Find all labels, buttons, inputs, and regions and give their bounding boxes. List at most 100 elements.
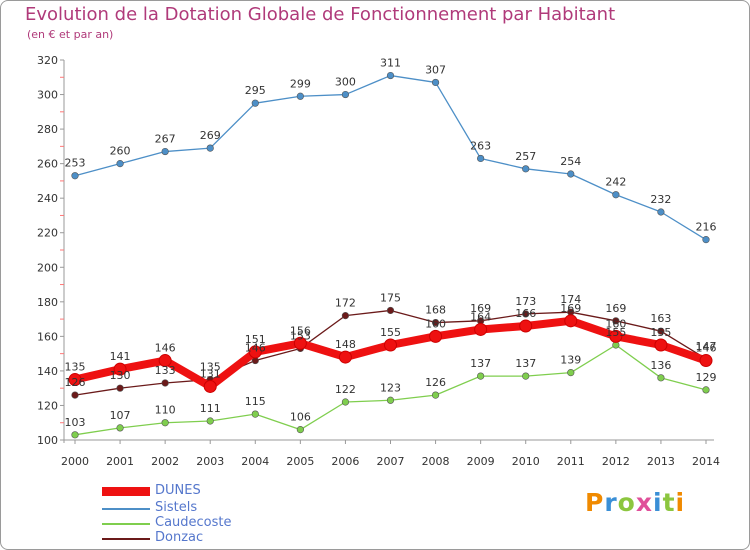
legend-label: Sistels: [155, 500, 198, 515]
x-tick-label: 2012: [602, 455, 630, 468]
data-point-dunes: [519, 319, 533, 333]
data-label-donzac: 168: [425, 304, 446, 317]
data-point-donzac: [657, 327, 665, 335]
data-label-caudecoste: 106: [290, 411, 311, 424]
logo-letter: P: [585, 488, 605, 517]
data-label-dunes: 156: [290, 324, 311, 337]
data-point-sistels: [206, 144, 214, 152]
data-point-sistels: [71, 172, 79, 180]
series-line-sistels: [74, 74, 707, 241]
data-label-donzac: 163: [650, 312, 671, 325]
data-label-sistels: 300: [335, 76, 356, 89]
data-label-donzac: 147: [696, 340, 717, 353]
data-point-donzac: [612, 317, 620, 325]
data-label-dunes: 160: [425, 317, 446, 330]
x-tick-label: 2005: [286, 455, 314, 468]
data-point-sistels: [386, 71, 395, 80]
legend-label: Donzac: [155, 530, 204, 545]
data-label-sistels: 263: [470, 139, 491, 152]
data-point-donzac: [341, 312, 350, 320]
legend-swatch: [102, 538, 150, 540]
x-tick-label: 2014: [692, 455, 720, 468]
data-label-donzac: 169: [605, 302, 626, 315]
logo-letter: r: [604, 488, 618, 517]
data-label-donzac: 173: [515, 295, 536, 308]
y-tick-label: 240: [37, 192, 58, 205]
data-label-sistels: 260: [110, 145, 131, 158]
x-tick-label: 2009: [467, 455, 495, 468]
x-tick-label: 2011: [557, 455, 585, 468]
data-point-donzac: [71, 391, 79, 399]
y-tick-label: 320: [37, 54, 58, 67]
data-point-dunes: [699, 354, 713, 368]
data-label-sistels: 311: [380, 57, 401, 70]
x-tick-label: 2003: [196, 455, 224, 468]
data-label-sistels: 299: [290, 77, 311, 90]
data-point-dunes: [113, 362, 127, 376]
data-label-dunes: 131: [200, 367, 221, 380]
data-label-caudecoste: 115: [245, 395, 266, 408]
y-tick-label: 220: [37, 227, 58, 240]
data-point-caudecoste: [296, 426, 304, 434]
data-point-dunes: [384, 338, 397, 352]
data-point-caudecoste: [657, 374, 665, 382]
data-label-sistels: 254: [560, 155, 581, 168]
data-point-dunes: [429, 329, 443, 343]
data-point-caudecoste: [477, 372, 485, 380]
x-tick-label: 2006: [331, 455, 359, 468]
data-point-caudecoste: [206, 417, 214, 425]
x-tick-label: 2008: [422, 455, 450, 468]
data-label-sistels: 307: [425, 63, 446, 76]
logo-letter: i: [653, 488, 663, 517]
y-tick-label: 260: [37, 158, 58, 171]
data-label-donzac: 172: [335, 297, 356, 310]
x-tick-label: 2002: [151, 455, 179, 468]
data-label-caudecoste: 103: [65, 416, 86, 429]
data-point-dunes: [68, 373, 82, 387]
data-label-donzac: 175: [380, 291, 401, 304]
data-point-sistels: [296, 92, 304, 100]
logo-letter: o: [617, 488, 636, 517]
x-tick-label: 2001: [106, 455, 134, 468]
data-label-sistels: 267: [155, 133, 176, 146]
data-point-dunes: [338, 350, 352, 364]
data-point-sistels: [522, 165, 530, 173]
data-point-sistels: [431, 78, 440, 87]
data-label-caudecoste: 137: [515, 357, 536, 370]
data-point-caudecoste: [341, 398, 350, 406]
data-label-dunes: 155: [650, 326, 671, 339]
y-tick-label: 200: [37, 261, 58, 274]
chart-subtitle: (en € et par an): [27, 28, 114, 41]
data-label-dunes: 141: [110, 350, 131, 363]
data-label-donzac: 126: [65, 376, 86, 389]
data-label-caudecoste: 136: [650, 359, 671, 372]
logo-letter: i: [675, 488, 686, 517]
data-label-donzac: 174: [560, 293, 581, 306]
data-label-caudecoste: 123: [380, 381, 401, 394]
x-tick-label: 2000: [61, 455, 89, 468]
data-point-caudecoste: [702, 386, 710, 394]
data-point-donzac: [522, 310, 530, 318]
data-point-caudecoste: [251, 410, 259, 418]
y-tick-label: 280: [37, 123, 58, 136]
data-label-caudecoste: 129: [696, 371, 717, 384]
chart-title: Evolution de la Dotation Globale de Fonc…: [25, 4, 616, 25]
data-label-caudecoste: 122: [335, 383, 356, 396]
data-point-dunes: [248, 345, 262, 359]
series-layer: [68, 71, 713, 439]
data-label-donzac: 153: [290, 329, 311, 342]
series-dunes: [68, 314, 713, 393]
data-label-caudecoste: 107: [110, 409, 131, 422]
data-point-caudecoste: [161, 419, 169, 427]
data-label-donzac: 169: [470, 302, 491, 315]
data-label-dunes: 164: [470, 310, 491, 323]
data-label-sistels: 257: [515, 150, 536, 163]
y-tick-label: 100: [37, 434, 58, 447]
data-point-dunes: [158, 354, 172, 368]
x-tick-label: 2013: [647, 455, 675, 468]
proxiti-logo: Proxiti: [585, 488, 685, 517]
data-label-sistels: 253: [65, 157, 86, 170]
